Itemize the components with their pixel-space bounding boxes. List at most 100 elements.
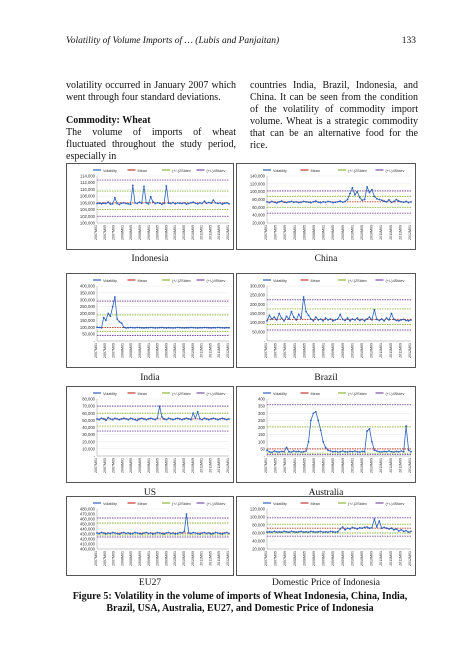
legend-label-sd4: (+/-)4Stdev bbox=[207, 392, 226, 396]
volatility-point bbox=[397, 200, 400, 202]
volatility-point bbox=[111, 418, 114, 421]
volatility-point bbox=[183, 418, 186, 420]
x-tick-label: 2007M01 bbox=[264, 551, 268, 566]
volatility-point bbox=[145, 531, 148, 534]
volatility-series bbox=[96, 185, 230, 205]
volatility-point bbox=[356, 450, 359, 453]
volatility-point bbox=[395, 198, 398, 201]
x-tick-label: 2010M05 bbox=[182, 225, 186, 240]
volatility-point bbox=[125, 532, 127, 535]
volatility-point bbox=[160, 326, 163, 329]
volatility-point bbox=[346, 451, 349, 453]
x-tick-label: 2009M01 bbox=[147, 551, 151, 566]
volatility-point bbox=[136, 202, 139, 205]
y-tick-label: - bbox=[264, 454, 266, 459]
volatility-point bbox=[329, 318, 332, 320]
volatility-series bbox=[266, 296, 412, 322]
x-tick-label: 2011M01 bbox=[200, 458, 204, 473]
volatility-point bbox=[138, 326, 141, 329]
chart-label-indonesia: Indonesia bbox=[131, 254, 169, 264]
volatility-point bbox=[322, 440, 325, 443]
legend-label-mean: Mean bbox=[311, 169, 321, 173]
volatility-point bbox=[319, 318, 322, 320]
volatility-point bbox=[319, 530, 322, 533]
section-heading: Commodity: Wheat bbox=[66, 115, 151, 126]
x-tick-label: 2008M09 bbox=[312, 225, 316, 240]
volatility-point bbox=[283, 450, 285, 453]
volatility-point bbox=[346, 198, 349, 201]
left-paragraph-1: volatility occurred in January 2007 whic… bbox=[66, 80, 236, 103]
volatility-point bbox=[216, 418, 219, 421]
x-tick-label: 2007M05 bbox=[274, 551, 278, 566]
volatility-point bbox=[122, 417, 125, 420]
volatility-point bbox=[203, 326, 206, 329]
x-tick-label: 2010M05 bbox=[360, 458, 364, 473]
volatility-point bbox=[116, 418, 119, 420]
x-tick-label: 2010M05 bbox=[182, 343, 186, 358]
volatility-point bbox=[380, 451, 383, 453]
volatility-point bbox=[225, 201, 228, 204]
x-tick-label: 2012M01 bbox=[226, 458, 230, 473]
volatility-point bbox=[371, 526, 373, 529]
volatility-point bbox=[375, 318, 378, 321]
volatility-point bbox=[178, 326, 181, 329]
x-tick-label: 2009M09 bbox=[164, 343, 168, 358]
legend: Volatility Mean (+/-)2Stdev (+/-)4Stdev bbox=[93, 502, 225, 506]
volatility-point bbox=[314, 200, 317, 202]
volatility-point bbox=[174, 326, 177, 329]
volatility-point bbox=[194, 326, 197, 329]
chart-indonesia: Volatility Mean (+/-)2Stdev (+/-)4Stdev 100,… bbox=[66, 163, 234, 250]
volatility-point bbox=[160, 532, 163, 535]
legend-label-volatility: Volatility bbox=[103, 502, 117, 506]
x-tick-label: 2010M01 bbox=[173, 551, 177, 566]
volatility-point bbox=[118, 203, 121, 206]
volatility-point bbox=[228, 326, 230, 329]
volatility-point bbox=[375, 450, 378, 452]
x-tick-label: 2010M01 bbox=[173, 343, 177, 358]
y-tick-label: 60,000 bbox=[82, 411, 95, 416]
volatility-point bbox=[219, 532, 221, 535]
y-tick-label: 100,000 bbox=[250, 515, 266, 520]
volatility-point bbox=[147, 202, 150, 205]
volatility-point bbox=[225, 418, 228, 421]
volatility-point bbox=[393, 528, 395, 531]
y-tick-label: 420,000 bbox=[80, 537, 96, 542]
volatility-point bbox=[312, 200, 315, 203]
volatility-point bbox=[102, 532, 105, 534]
volatility-point bbox=[178, 531, 181, 534]
volatility-point bbox=[216, 532, 219, 534]
volatility-point bbox=[368, 428, 371, 430]
volatility-point bbox=[336, 451, 339, 453]
volatility-point bbox=[120, 418, 123, 420]
y-tick-label: 110,000 bbox=[80, 187, 95, 192]
volatility-point bbox=[203, 531, 206, 534]
volatility-point bbox=[324, 317, 327, 319]
legend: Volatility Mean (+/-)2Stdev (+/-)4Stdev bbox=[263, 502, 404, 506]
volatility-point bbox=[397, 450, 400, 453]
x-tick-label: 2007M01 bbox=[264, 343, 268, 358]
volatility-point bbox=[314, 531, 317, 534]
volatility-point bbox=[154, 418, 157, 421]
x-tick-label: 2011M05 bbox=[208, 225, 212, 240]
volatility-point bbox=[185, 203, 188, 206]
volatility-point bbox=[199, 201, 201, 204]
legend-label-sd4: (+/-)4Stdev bbox=[386, 392, 405, 396]
volatility-point bbox=[397, 319, 400, 322]
volatility-point bbox=[181, 326, 183, 329]
x-tick-label: 2010M01 bbox=[350, 225, 354, 240]
x-tick-label: 2011M05 bbox=[389, 225, 393, 240]
x-tick-label: 2007M05 bbox=[103, 343, 107, 358]
volatility-point bbox=[156, 417, 159, 420]
x-tick-label: 2009M05 bbox=[331, 551, 335, 566]
volatility-point bbox=[134, 531, 136, 534]
x-tick-label: 2011M01 bbox=[379, 225, 383, 240]
volatility-point bbox=[178, 202, 181, 205]
chart-australia: Volatility Mean (+/-)2Stdev (+/-)4Stdev - 50 1… bbox=[236, 386, 416, 483]
volatility-point bbox=[305, 450, 307, 452]
x-tick-label: 2011M01 bbox=[379, 551, 383, 566]
volatility-series bbox=[96, 296, 230, 329]
x-tick-label: 2010M05 bbox=[360, 551, 364, 566]
x-tick-label: 2011M09 bbox=[398, 551, 402, 566]
volatility-point bbox=[214, 418, 217, 420]
legend-label-sd4: (+/-)4Stdev bbox=[207, 279, 226, 283]
